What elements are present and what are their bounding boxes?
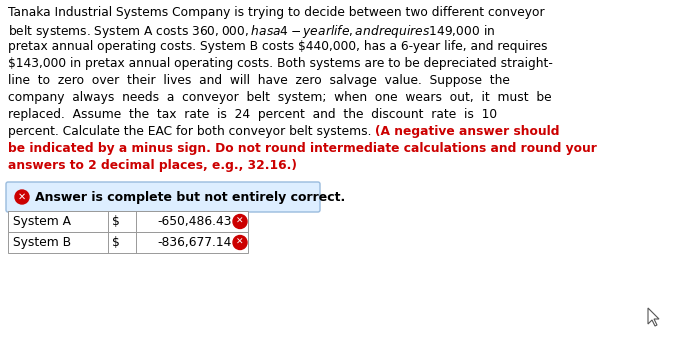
Text: replaced.  Assume  the  tax  rate  is  24  percent  and  the  discount  rate  is: replaced. Assume the tax rate is 24 perc… [8,108,497,121]
Text: -650,486.43: -650,486.43 [158,215,232,228]
Text: answers to 2 decimal places, e.g., 32.16.): answers to 2 decimal places, e.g., 32.16… [8,159,297,172]
Text: belt systems. System A costs $360,000, has a 4-year life, and requires $149,000 : belt systems. System A costs $360,000, h… [8,23,495,40]
Text: line  to  zero  over  their  lives  and  will  have  zero  salvage  value.  Supp: line to zero over their lives and will h… [8,74,510,87]
Text: ✕: ✕ [236,238,243,247]
Bar [8,211,248,232]
Polygon shape [648,308,659,326]
Text: percent. Calculate the EAC for both conveyor belt systems.: percent. Calculate the EAC for both conv… [8,125,375,138]
Text: be indicated by a minus sign. Do not round intermediate calculations and round y: be indicated by a minus sign. Do not rou… [8,142,597,155]
Text: (A negative answer should: (A negative answer should [375,125,560,138]
Circle shape [233,236,247,249]
Text: $: $ [112,215,120,228]
Text: System B: System B [13,236,71,249]
Text: $143,000 in pretax annual operating costs. Both systems are to be depreciated st: $143,000 in pretax annual operating cost… [8,57,553,70]
Text: pretax annual operating costs. System B costs $440,000, has a 6-year life, and r: pretax annual operating costs. System B … [8,40,548,53]
Text: Tanaka Industrial Systems Company is trying to decide between two different conv: Tanaka Industrial Systems Company is try… [8,6,545,19]
Bar [8,232,248,253]
Text: System A: System A [13,215,71,228]
FancyBboxPatch shape [6,182,320,212]
Text: -836,677.14: -836,677.14 [158,236,232,249]
Text: ✕: ✕ [236,217,243,226]
Text: $: $ [112,236,120,249]
Text: Answer is complete but not entirely correct.: Answer is complete but not entirely corr… [35,191,345,203]
Text: ✕: ✕ [18,192,26,202]
Circle shape [233,215,247,228]
Text: company  always  needs  a  conveyor  belt  system;  when  one  wears  out,  it  : company always needs a conveyor belt sys… [8,91,552,104]
Circle shape [15,190,29,204]
